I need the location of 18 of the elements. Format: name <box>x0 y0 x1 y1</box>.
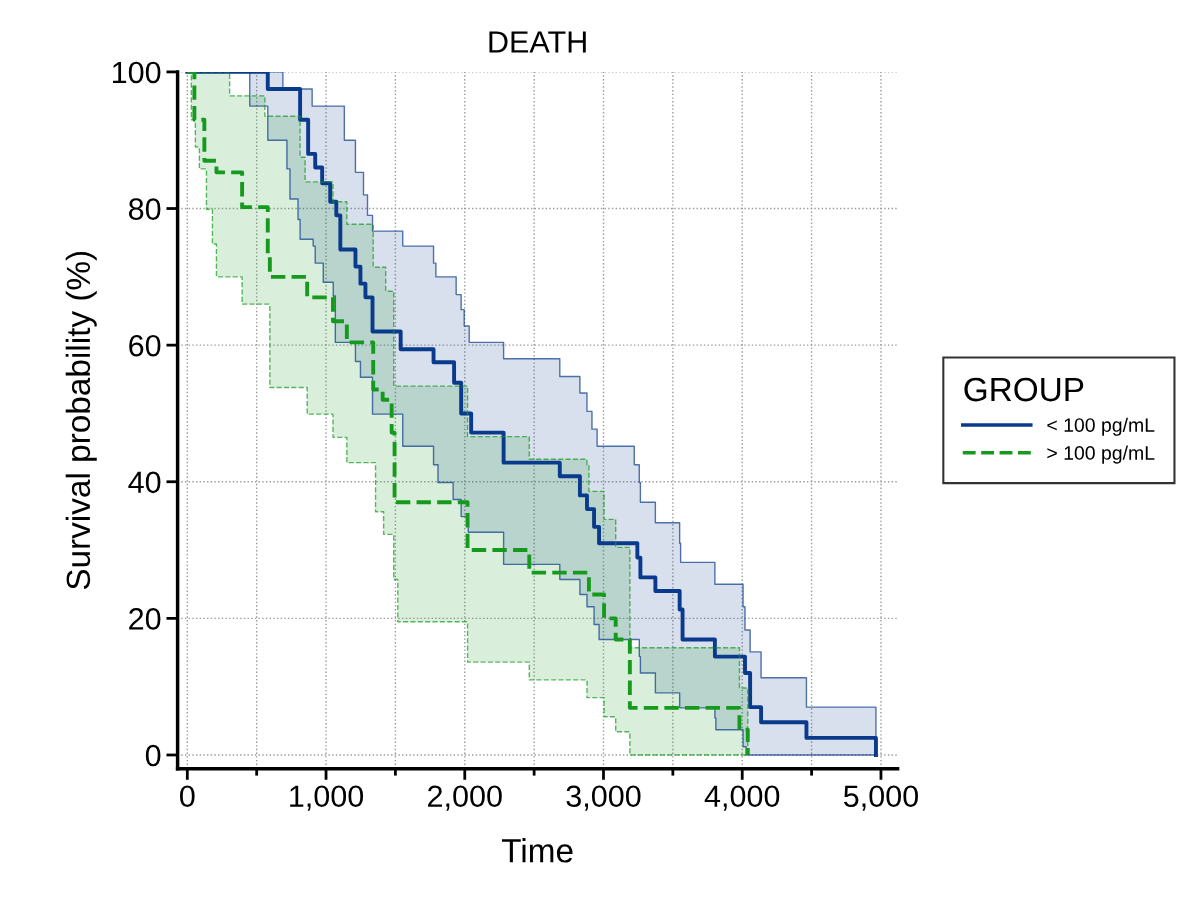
x-tick-label: 2,000 <box>428 785 502 811</box>
chart-title: DEATH <box>489 31 586 53</box>
y-tick-label: 80 <box>128 198 161 220</box>
x-tick-label: 4,000 <box>704 785 780 811</box>
y-tick-label: 0 <box>145 744 161 767</box>
x-tick-label: 0 <box>180 785 195 808</box>
x-tick-label: 5,000 <box>843 785 918 811</box>
y-tick-label: 60 <box>129 334 161 357</box>
x-axis-title: Time <box>501 838 573 863</box>
y-tick-label: 20 <box>129 608 161 630</box>
x-tick-label: 3,000 <box>566 785 641 811</box>
legend-label: < 100 pg/mL <box>1047 417 1155 436</box>
y-tick-label: 40 <box>128 471 161 494</box>
x-tick-label: 1,000 <box>290 785 364 811</box>
y-axis-title: Survival probability (%) <box>65 251 97 590</box>
y-tick-label: 100 <box>112 61 161 84</box>
legend-title: GROUP <box>964 377 1084 402</box>
legend-label: > 100 pg/mL <box>1047 445 1155 464</box>
